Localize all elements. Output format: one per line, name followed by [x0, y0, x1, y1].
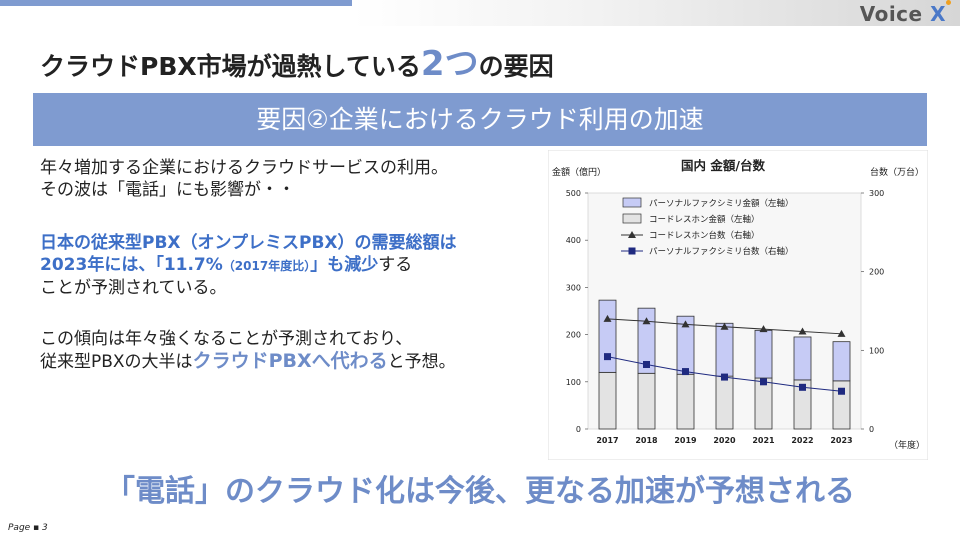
point-cordless-units [798, 327, 807, 335]
x-tick-label: 2017 [596, 436, 618, 445]
section-banner: 要因②企業におけるクラウド利用の加速 [33, 93, 927, 146]
p3-line1: この傾向は年々強くなることが予測されており、 [40, 329, 413, 349]
bar-personal-fax-amount [832, 341, 851, 382]
x-axis-label: （年度） [889, 439, 925, 451]
bar-cordless-amount [676, 373, 695, 430]
legend-marker [628, 231, 636, 238]
point-personal-fax-units [643, 360, 650, 368]
x-tick-label: 2021 [752, 436, 775, 445]
bar-cordless-amount [715, 375, 734, 430]
point-cordless-units [642, 317, 651, 325]
p2-highlight: 2023年には、「11.7% [40, 255, 223, 275]
logo-text: Voice [859, 2, 931, 26]
left-tick-label: 100 [566, 378, 581, 387]
left-tick-label: 200 [566, 331, 581, 340]
chart-title: 国内 金額/台数 [681, 158, 765, 173]
legend-label: コードレスホン台数（右軸） [649, 230, 760, 241]
right-tick-label: 200 [869, 268, 884, 277]
left-tick-label: 0 [576, 425, 581, 434]
paragraph-1: 年々増加する企業におけるクラウドサービスの利用。 その波は「電話」にも影響が・・ [40, 157, 448, 201]
bar-personal-fax-amount [598, 299, 617, 373]
bar-cordless-amount [754, 377, 773, 430]
x-tick-label: 2020 [713, 436, 736, 445]
x-tick-label: 2019 [674, 436, 697, 445]
bar-personal-fax-amount [793, 336, 812, 381]
point-personal-fax-units [760, 378, 767, 386]
p3-line2: 従来型PBXの大半はクラウドPBXへ代わると予想。 [40, 350, 456, 373]
point-personal-fax-units [682, 368, 689, 376]
top-accent-bar [0, 0, 352, 6]
page-number: Page ▪ 3 [8, 523, 48, 533]
p3-pre: 従来型PBXの大半は [40, 352, 193, 372]
bar-personal-fax-amount [754, 329, 773, 379]
x-tick-label: 2023 [830, 436, 852, 445]
voicex-logo: Voice X [859, 0, 951, 26]
page-title: クラウドPBX市場が過熱している2つの要因 [40, 36, 554, 85]
point-cordless-units [720, 322, 729, 330]
legend-label: パーソナルファクシミリ金額（左軸） [649, 198, 794, 209]
left-tick-label: 300 [566, 283, 581, 292]
p2-line1: 日本の従来型PBX（オンプレミスPBX）の需要総額は [40, 233, 457, 253]
legend-label: パーソナルファクシミリ台数（右軸） [649, 246, 794, 257]
title-prefix: クラウドPBX市場が過熱している [40, 52, 421, 81]
logo-dot-icon [946, 0, 951, 5]
p1-line1: 年々増加する企業におけるクラウドサービスの利用。 [40, 158, 448, 178]
left-tick-label: 500 [566, 189, 581, 198]
p1-line2: その波は「電話」にも影響が・・ [40, 180, 295, 200]
right-tick-label: 100 [869, 346, 884, 355]
right-tick-label: 300 [869, 189, 884, 198]
conclusion-text: 「電話」のクラウド化は今後、更なる加速が予想される [105, 474, 855, 509]
p2-highlight-end: 」も減少 [310, 255, 379, 275]
legend-swatch [622, 197, 642, 208]
point-personal-fax-units [799, 383, 806, 391]
demand-chart: 国内 金額/台数 金額（億円） 台数（万台） （年度） 0 100 200 300 40… [548, 150, 928, 460]
point-cordless-units [837, 329, 846, 337]
p2-small-note: （2017年度比） [222, 259, 311, 273]
point-personal-fax-units [838, 387, 845, 395]
bar-personal-fax-amount [637, 307, 656, 374]
paragraph-3: この傾向は年々強くなることが予測されており、 従来型PBXの大半はクラウドPBX… [40, 328, 456, 373]
title-number: 2つ [420, 44, 479, 84]
p3-post: と予想。 [387, 352, 456, 372]
point-personal-fax-units [604, 353, 611, 361]
x-tick-label: 2018 [635, 436, 658, 445]
paragraph-2: 日本の従来型PBX（オンプレミスPBX）の需要総額は 2023年には、「11.7… [40, 232, 457, 299]
p2-line3: ことが予測されている。 [40, 278, 227, 298]
p3-highlight: クラウドPBXへ代わる [192, 350, 388, 372]
p2-line2: 2023年には、「11.7%（2017年度比）」も減少する [40, 254, 457, 277]
point-cordless-units [603, 314, 612, 322]
bar-cordless-amount [598, 371, 617, 430]
top-gradient-band [352, 0, 960, 26]
legend-swatch [622, 213, 642, 224]
legend-marker [628, 247, 636, 255]
p2-rest: する [378, 255, 413, 275]
bar-personal-fax-amount [715, 322, 734, 377]
logo-x: X [930, 2, 946, 26]
point-personal-fax-units [721, 373, 728, 381]
left-axis-label: 金額（億円） [552, 166, 606, 178]
x-tick-label: 2022 [791, 436, 813, 445]
legend-label: コードレスホン金額（左軸） [649, 214, 760, 225]
left-tick-label: 400 [566, 236, 581, 245]
title-suffix: の要因 [478, 52, 554, 81]
right-axis-label: 台数（万台） [870, 166, 924, 178]
point-cordless-units [759, 325, 768, 333]
right-tick-label: 0 [869, 425, 874, 434]
bar-cordless-amount [637, 372, 656, 430]
point-cordless-units [681, 320, 690, 328]
